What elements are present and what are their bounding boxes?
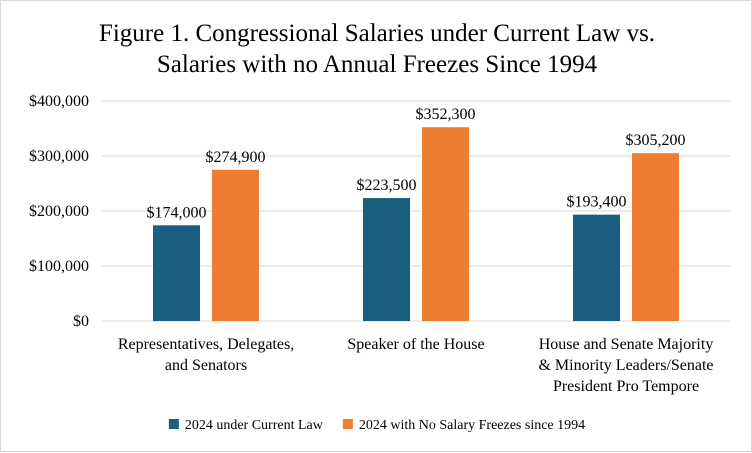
legend-swatch [342,419,353,429]
y-tick-label: $400,000 [29,93,89,110]
data-label: $174,000 [147,204,207,221]
y-tick-label: $300,000 [29,148,89,165]
category-label: President Pro Tempore [553,378,699,395]
data-label: $305,200 [626,132,686,149]
bar [573,214,620,321]
data-label: $352,300 [416,106,476,123]
data-label: $223,500 [357,177,417,194]
y-axis-tick-labels: $0 $100,000 $200,000 $300,000 $400,000 [29,93,89,330]
chart-title-line-2: Salaries with no Annual Freezes Since 19… [157,51,598,78]
y-tick-label: $200,000 [29,203,89,220]
category-label: & Minority Leaders/Senate [538,357,713,374]
category-labels: Representatives, Delegates, and Senators S… [118,336,714,395]
bars [153,127,679,321]
y-tick-label: $100,000 [29,258,89,275]
chart-title: Figure 1. Congressional Salaries under C… [99,20,655,78]
gridlines [101,100,731,322]
y-tick-label: $0 [73,313,89,330]
bar [632,153,679,321]
data-labels: $174,000 $274,900 $223,500 $352,300 $193,400… [147,106,686,221]
category-label: Representatives, Delegates, [118,336,294,353]
data-label: $274,900 [206,149,266,166]
legend-swatch [168,419,179,429]
bar [212,169,259,321]
category-label: House and Senate Majority [539,336,714,353]
bar [422,127,469,321]
legend-label: 2024 with No Salary Freezes since 1994 [359,418,585,433]
data-label: $193,400 [567,194,627,211]
bar [153,225,200,321]
bar [363,198,410,321]
category-label: and Senators [165,357,247,374]
legend: 2024 under Current Law 2024 with No Salar… [168,418,585,433]
category-label: Speaker of the House [347,336,484,353]
legend-label: 2024 under Current Law [185,418,324,433]
chart-title-line-1: Figure 1. Congressional Salaries under C… [99,20,655,47]
